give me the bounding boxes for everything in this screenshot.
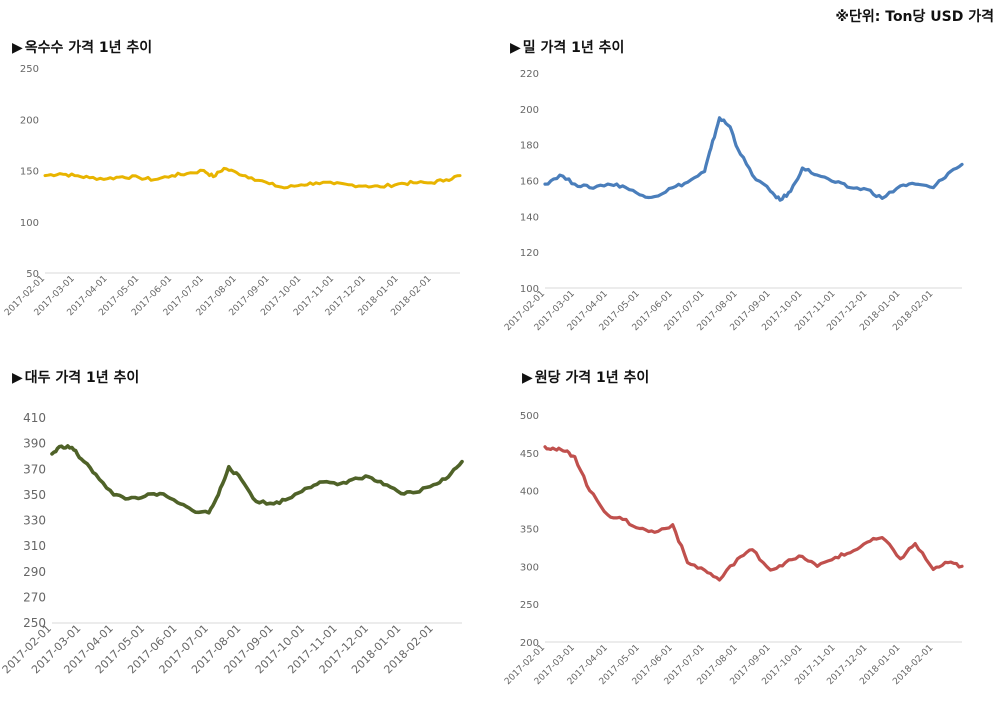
- y-tick-label: 500: [520, 411, 539, 422]
- y-tick-label: 100: [20, 218, 39, 229]
- y-tick-label: 140: [520, 212, 539, 223]
- y-tick-label: 400: [520, 487, 539, 498]
- wheat-price-chart: ▶ 밀 가격 1년 추이 100 120 140 160 180 200 220 2017-02…: [500, 0, 1000, 355]
- series-line: [43, 166, 462, 190]
- y-tick-label: 370: [23, 462, 46, 476]
- series-line: [543, 116, 964, 202]
- chart-svg: 2502702903103303503703904102017-02-01201…: [0, 411, 464, 676]
- y-tick-label: 200: [520, 638, 539, 649]
- chart-title-text: 대두 가격 1년 추이: [24, 370, 140, 386]
- triangle-marker-icon: ▶: [522, 370, 533, 386]
- y-tick-label: 160: [520, 177, 539, 188]
- y-tick-label: 290: [23, 565, 46, 579]
- chart-title-text: 원당 가격 1년 추이: [534, 370, 650, 386]
- chart-title: ▶ 밀 가격 1년 추이: [510, 37, 624, 57]
- y-tick-label: 220: [520, 69, 539, 80]
- y-tick-label: 100: [520, 284, 539, 295]
- y-tick-label: 350: [23, 488, 46, 502]
- triangle-marker-icon: ▶: [12, 370, 23, 386]
- y-tick-label: 200: [520, 105, 539, 116]
- y-tick-label: 180: [520, 141, 539, 152]
- chart-title: ▶ 원당 가격 1년 추이: [522, 367, 649, 387]
- y-tick-label: 310: [23, 539, 46, 553]
- series-line: [50, 444, 464, 515]
- y-tick-label: 270: [23, 590, 46, 604]
- chart-title-text: 옥수수 가격 1년 추이: [24, 40, 153, 56]
- y-tick-label: 410: [23, 411, 46, 425]
- series-line: [543, 445, 964, 582]
- triangle-marker-icon: ▶: [12, 40, 23, 56]
- y-tick-label: 200: [20, 115, 39, 126]
- y-tick-label: 50: [26, 269, 39, 280]
- raw-sugar-price-chart: ▶ 원당 가격 1년 추이 200 250 300 350 400 450 500 2017-0…: [500, 355, 1000, 711]
- chart-svg: 501001502002502017-02-012017-03-012017-0…: [3, 64, 462, 318]
- y-tick-label: 390: [23, 437, 46, 451]
- y-tick-label: 120: [520, 248, 539, 259]
- y-tick-label: 450: [520, 449, 539, 460]
- y-tick-label: 250: [20, 64, 39, 75]
- y-tick-label: 250: [23, 616, 46, 630]
- chart-svg: 1001201401601802002202017-02-012017-03-0…: [503, 69, 964, 333]
- y-tick-label: 330: [23, 514, 46, 528]
- chart-title: ▶ 대두 가격 1년 추이: [12, 367, 139, 387]
- chart-svg: 2002503003504004505002017-02-012017-03-0…: [503, 411, 964, 687]
- chart-title: ▶ 옥수수 가격 1년 추이: [12, 37, 152, 57]
- triangle-marker-icon: ▶: [510, 40, 521, 56]
- unit-note: ※단위: Ton당 USD 가격: [835, 9, 994, 25]
- soybean-price-chart: ▶ 대두 가격 1년 추이 250 270 290 310 330 350 370 390 410…: [0, 355, 500, 711]
- corn-price-chart: ▶ 옥수수 가격 1년 추이 50 100 150 200 250 2017-02-01 20…: [0, 0, 500, 355]
- chart-title-text: 밀 가격 1년 추이: [522, 40, 625, 56]
- y-tick-label: 350: [520, 525, 539, 536]
- y-tick-label: 150: [20, 167, 39, 178]
- y-tick-label: 300: [520, 562, 539, 573]
- y-tick-label: 250: [520, 600, 539, 611]
